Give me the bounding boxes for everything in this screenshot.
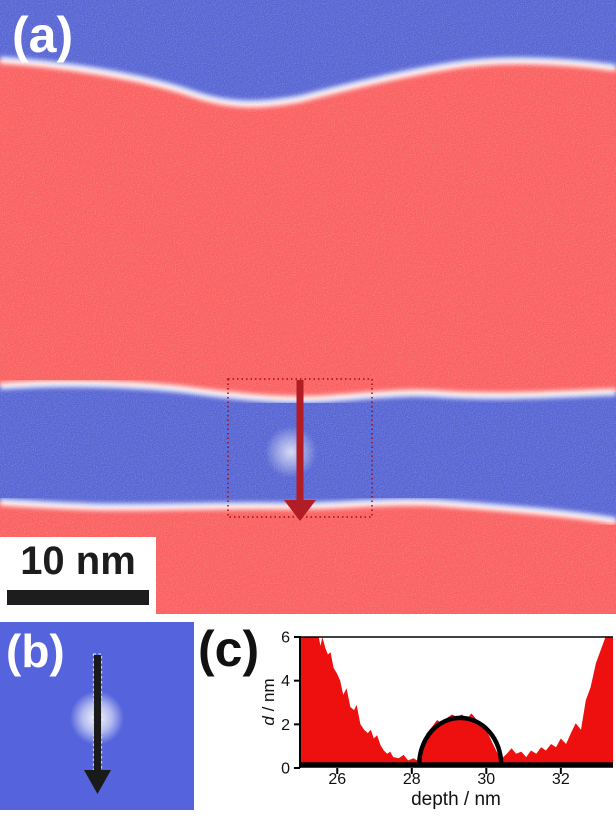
y-tick-label: 2 [281,717,290,734]
y-tick-label: 4 [281,673,290,690]
noise-texture [0,0,616,614]
scale-bar-label: 10 nm [20,539,136,583]
panel-a-label: (a) [12,7,74,63]
panel-a-simulation-image [0,0,616,614]
x-tick-label: 30 [477,771,495,788]
panel-b-label: (b) [6,625,65,677]
scale-bar-line [7,590,149,605]
scale-bar: 10 nm [0,537,156,614]
x-axis-ticks: 26 28 30 32 [328,768,570,788]
x-tick-label: 28 [403,771,421,788]
trajectory-arrow-head [284,500,316,521]
x-axis-title: depth / nm [411,789,501,810]
y-tick-label: 0 [281,761,290,778]
semicircle-fit [416,715,504,765]
panel-b-image [0,622,194,810]
panel-c-label: (c) [198,621,260,677]
profile-chart: 26 28 30 32 0 2 4 6 depth / nm d / nm [260,630,613,810]
region-of-interest-box [227,378,373,518]
area-series [300,637,613,768]
y-axis-ticks: 0 2 4 6 [281,630,300,778]
x-tick-label: 32 [552,771,570,788]
y-tick-label: 6 [281,630,290,647]
x-tick-label: 26 [328,771,346,788]
ion-path-arrow-head [84,770,111,794]
y-axis-title: d / nm [260,678,278,725]
